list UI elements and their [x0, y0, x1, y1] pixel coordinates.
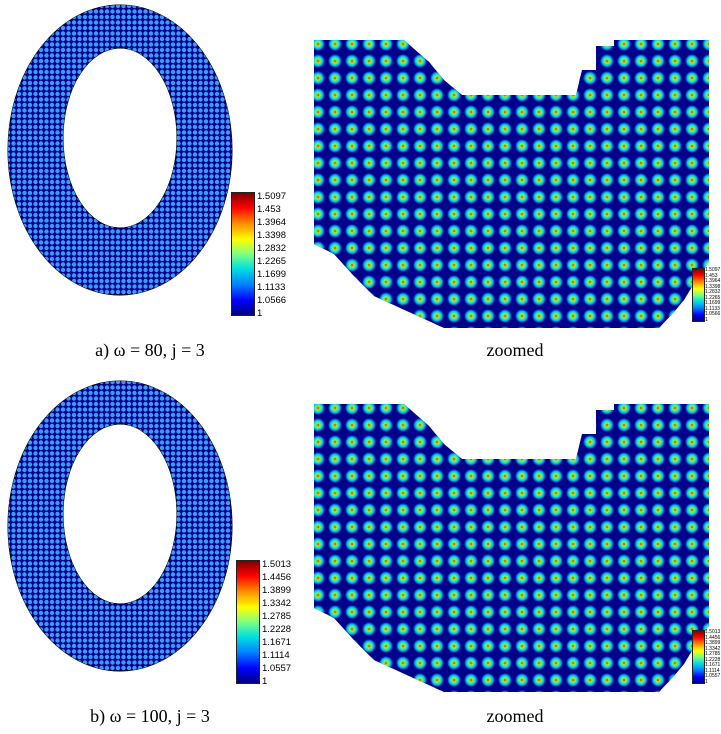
- caption-a-zoomed: zoomed: [486, 340, 544, 360]
- colorbar-label: 1.2785: [705, 651, 721, 657]
- colorbar-label: 1.0557: [705, 673, 721, 679]
- colorbar-gradient: [692, 268, 705, 322]
- colorbar-label: 1: [705, 316, 708, 323]
- colorbar-label: 1: [262, 676, 268, 687]
- colorbar-label: 1.1114: [262, 650, 290, 661]
- colorbar-gradient: [692, 630, 705, 684]
- colorbar-label: 1.5097: [257, 191, 287, 202]
- colorbar-label: 1.3398: [257, 230, 287, 241]
- colorbar-label: 1.5013: [705, 629, 721, 635]
- colorbar-gradient: [231, 192, 255, 316]
- colorbar-label: 1.2228: [705, 656, 721, 663]
- colorbar-label: 1.0566: [257, 295, 287, 306]
- colorbar-label: 1.2228: [262, 624, 292, 635]
- colorbar-label: 1.2785: [262, 611, 292, 622]
- colorbar-label: 1.4456: [262, 572, 292, 583]
- colorbar-label: 1.2832: [257, 243, 287, 254]
- colorbar-label: 1.1114: [705, 667, 720, 674]
- plot-zoomed-a: [314, 40, 709, 328]
- colorbar-label: 1.0566: [705, 311, 721, 317]
- figure-panel-a-full: 1.5097 1.453 1.3964 1.3398 1.2832 1.2265…: [0, 0, 290, 318]
- colorbar-label: 1.1671: [262, 637, 292, 648]
- figure-panel-b-full: 1.5013 1.4456 1.3899 1.3342 1.2785 1.222…: [0, 376, 292, 686]
- caption-b: b) ω = 100, j = 3: [90, 706, 210, 726]
- plot-zoomed-b: [314, 404, 709, 692]
- colorbar-label: 1.3342: [705, 645, 721, 652]
- colorbar-label: 1.3964: [257, 217, 287, 228]
- colorbar-label: 1.3899: [262, 585, 292, 596]
- colorbar-label: 1.3964: [705, 278, 721, 284]
- colorbar-label: 1.2832: [705, 289, 721, 295]
- colorbar-label: 1.0557: [262, 663, 292, 674]
- colorbar-label: 1.4456: [705, 634, 721, 641]
- colorbar-label: 1.5097: [705, 267, 721, 273]
- colorbar-label: 1.453: [257, 204, 281, 215]
- caption-b-zoomed: zoomed: [486, 706, 544, 726]
- colorbar-label: 1.3342: [262, 598, 292, 609]
- colorbar-label: 1.5013: [262, 559, 292, 570]
- colorbar-label: 1.453: [705, 272, 718, 279]
- colorbar-label: 1.3398: [705, 283, 721, 290]
- colorbar-label: 1.2265: [257, 256, 287, 267]
- caption-a: a) ω = 80, j = 3: [95, 340, 205, 360]
- colorbar-label: 1.1699: [705, 300, 721, 306]
- colorbar-label: 1.1671: [705, 662, 721, 668]
- figure-panel-b-zoomed: 1.5013 1.4456 1.3899 1.3342 1.2785 1.222…: [314, 404, 720, 696]
- plot-full-domain-a: [7, 4, 233, 296]
- colorbar-gradient: [236, 560, 260, 684]
- figure-panel-a-zoomed: 1.5097 1.453 1.3964 1.3398 1.2832 1.2265…: [314, 40, 720, 332]
- colorbar-label: 1.1699: [257, 269, 287, 280]
- colorbar-label: 1.1133: [705, 305, 720, 312]
- plot-full-domain-b: [7, 380, 233, 672]
- colorbar-label: 1.2265: [705, 294, 721, 301]
- colorbar-label: 1.3899: [705, 640, 721, 646]
- colorbar-label: 1: [705, 678, 708, 685]
- colorbar-label: 1.1133: [257, 282, 286, 293]
- colorbar-label: 1: [257, 308, 263, 319]
